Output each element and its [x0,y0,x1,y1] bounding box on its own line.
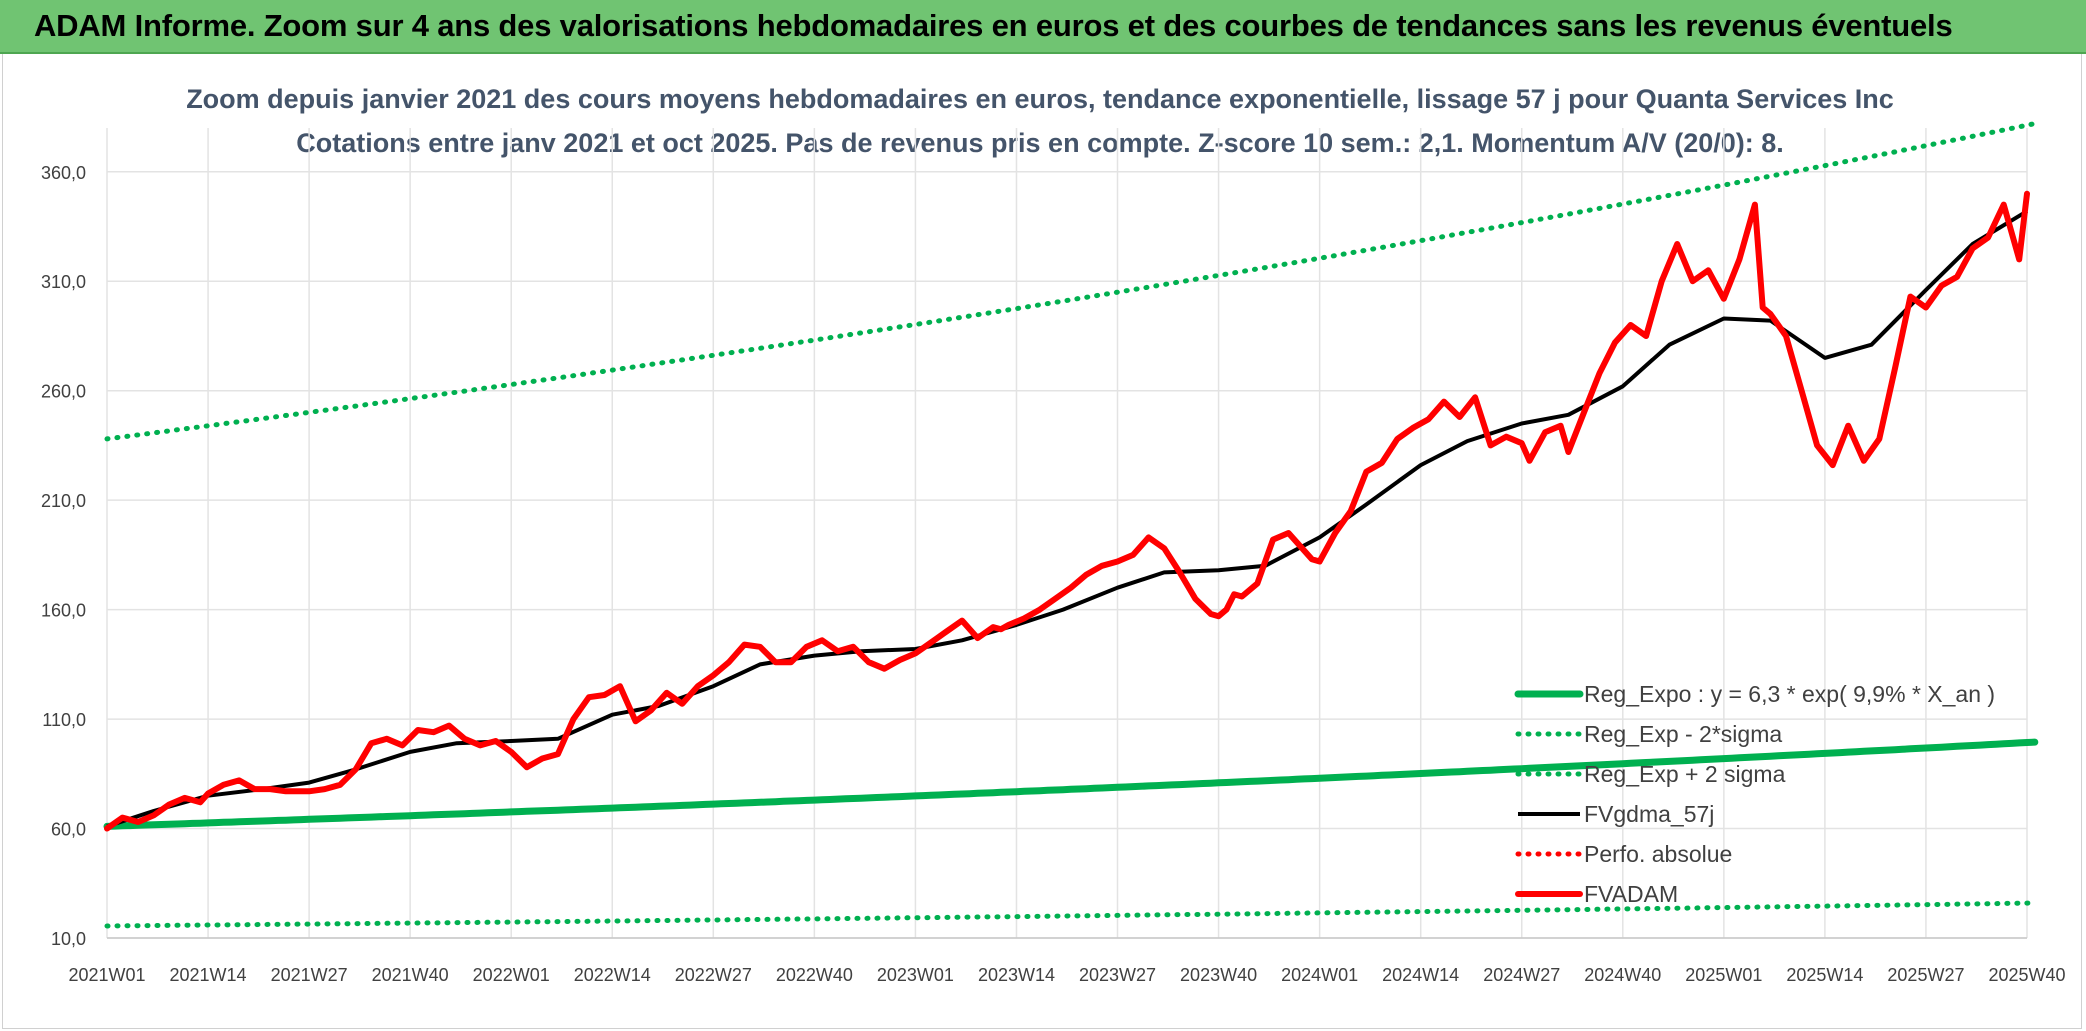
x-tick-label: 2023W40 [1180,965,1257,985]
report-banner: ADAM Informe. Zoom sur 4 ans des valoris… [0,0,2086,54]
series-layer [103,121,2039,929]
y-tick-label: 360,0 [41,163,86,183]
legend-label: FVgdma_57j [1584,801,1714,827]
x-tick-label: 2024W14 [1382,965,1459,985]
chart-frame [2,54,2082,1029]
series-line-reg-exp-2-sigma [104,900,2038,929]
x-tick-label: 2021W14 [170,965,247,985]
x-tick-label: 2023W01 [877,965,954,985]
y-tick-label: 60,0 [51,820,86,840]
chart-subtitle: Cotations entre janv 2021 et oct 2025. P… [296,128,1784,158]
x-tick-label: 2024W01 [1281,965,1358,985]
x-tick-label: 2024W27 [1483,965,1560,985]
series-line-fvgdma-57j [106,209,2029,829]
y-tick-label: 210,0 [41,491,86,511]
legend-label: Reg_Exp + 2 sigma [1584,761,1786,787]
x-tick-label: 2025W14 [1786,965,1863,985]
y-tick-label: 260,0 [41,382,86,402]
x-tick-label: 2021W01 [68,965,145,985]
x-tick-label: 2022W27 [675,965,752,985]
x-tick-label: 2023W14 [978,965,1055,985]
y-tick-label: 10,0 [51,929,86,949]
legend-label: FVADAM [1584,881,1678,907]
legend: Reg_Expo : y = 6,3 * exp( 9,9% * X_an ) R… [1514,681,1995,907]
x-tick-label: 2022W40 [776,965,853,985]
y-tick-label: 310,0 [41,272,86,292]
y-tick-label: 160,0 [41,601,86,621]
x-axis: 2021W01 2021W14 2021W27 2021W40 2022W01 2022W… [68,965,2065,985]
series-line-reg-expo-y-6-3-exp-9-9-x-an [103,738,2039,830]
legend-label: Reg_Exp - 2*sigma [1584,721,1782,747]
x-tick-label: 2022W14 [574,965,651,985]
x-tick-label: 2025W27 [1887,965,1964,985]
x-tick-label: 2022W01 [473,965,550,985]
x-tick-label: 2025W40 [1988,965,2065,985]
legend-label: Reg_Expo : y = 6,3 * exp( 9,9% * X_an ) [1584,681,1995,707]
x-tick-label: 2021W40 [372,965,449,985]
x-tick-label: 2021W27 [271,965,348,985]
x-tick-label: 2024W40 [1584,965,1661,985]
legend-label: Perfo. absolue [1584,841,1732,867]
series-line-fvadam [104,190,2030,832]
y-tick-label: 110,0 [42,710,86,730]
report-title: ADAM Informe. Zoom sur 4 ans des valoris… [34,8,1953,43]
gridlines [106,128,2028,939]
y-axis: 10,0 60,0 110,0 160,0 210,0 260,0 310,0 360,0 [41,163,86,949]
x-tick-label: 2025W01 [1685,965,1762,985]
x-tick-label: 2023W27 [1079,965,1156,985]
chart-title: Zoom depuis janvier 2021 des cours moyen… [186,84,1894,114]
